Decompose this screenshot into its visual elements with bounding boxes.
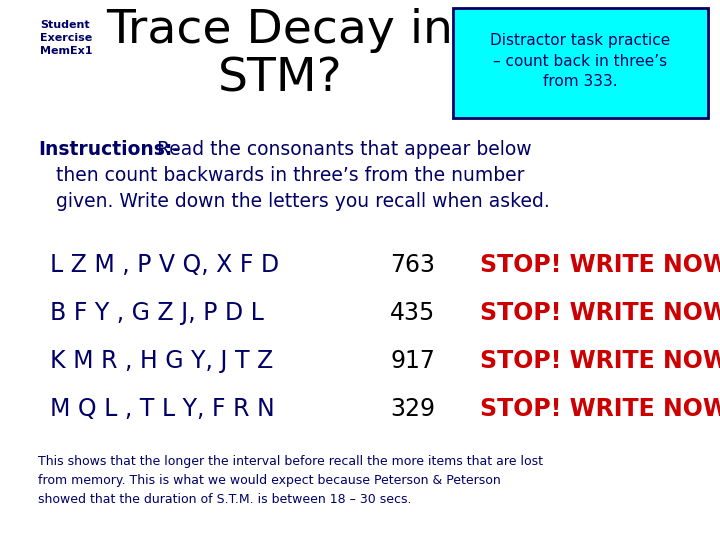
Text: 763: 763 [390,253,435,277]
Text: Distractor task practice
– count back in three’s
from 333.: Distractor task practice – count back in… [490,32,670,90]
Text: Trace Decay in
STM?: Trace Decay in STM? [107,8,454,102]
Text: STOP! WRITE NOW!: STOP! WRITE NOW! [480,301,720,325]
Text: 329: 329 [390,397,435,421]
Text: L Z M , P V Q, X F D: L Z M , P V Q, X F D [50,253,279,277]
Text: Student
Exercise
MemEx1: Student Exercise MemEx1 [40,20,92,56]
Text: STOP! WRITE NOW!: STOP! WRITE NOW! [480,397,720,421]
Text: Instructions:-: Instructions:- [38,140,180,159]
Text: then count backwards in three’s from the number: then count backwards in three’s from the… [38,166,524,185]
Text: 435: 435 [390,301,436,325]
Text: STOP! WRITE NOW!: STOP! WRITE NOW! [480,349,720,373]
Text: This shows that the longer the interval before recall the more items that are lo: This shows that the longer the interval … [38,455,543,506]
Text: STOP! WRITE NOW!: STOP! WRITE NOW! [480,253,720,277]
Text: K M R , H G Y, J T Z: K M R , H G Y, J T Z [50,349,274,373]
Text: Read the consonants that appear below: Read the consonants that appear below [151,140,531,159]
Text: B F Y , G Z J, P D L: B F Y , G Z J, P D L [50,301,264,325]
Text: given. Write down the letters you recall when asked.: given. Write down the letters you recall… [38,192,550,211]
FancyBboxPatch shape [453,8,708,118]
Text: M Q L , T L Y, F R N: M Q L , T L Y, F R N [50,397,275,421]
Text: 917: 917 [390,349,435,373]
